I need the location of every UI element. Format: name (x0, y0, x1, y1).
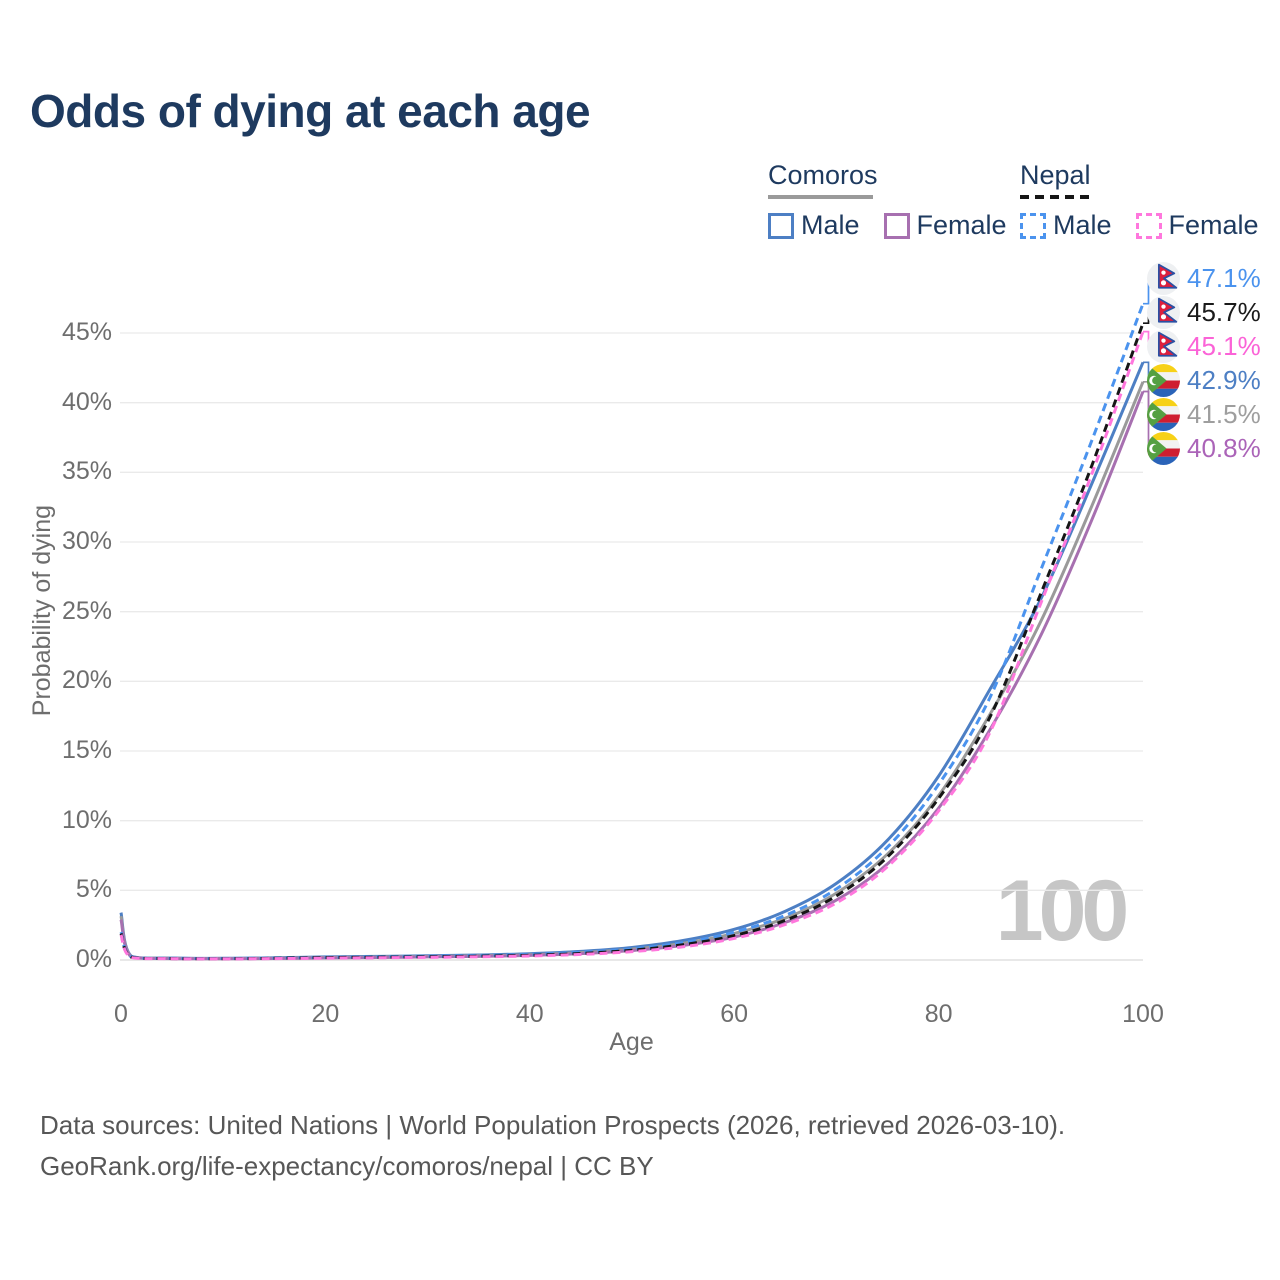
legend-label-nepal-female: Female (1168, 210, 1259, 240)
end-label-comoros-total[interactable]: 41.5% (1147, 397, 1261, 431)
comoros-male-swatch (768, 212, 794, 239)
legend-group-nepal: Nepal Male Female (1020, 160, 1259, 241)
end-label-value: 41.5% (1187, 398, 1261, 429)
comoros-flag-icon (1147, 363, 1180, 397)
nepal-female-swatch (1135, 212, 1162, 239)
x-tick-label-100: 100 (1122, 1000, 1164, 1028)
nepal-male-swatch (1020, 212, 1046, 239)
legend-item-nepal-female[interactable]: Female (1135, 210, 1259, 241)
y-tick-label-25: 25% (61, 596, 112, 625)
comoros-female-swatch (883, 212, 910, 239)
legend-country-comoros: Comoros (768, 160, 878, 190)
series-line-comoros-male[interactable] (119, 361, 1145, 960)
page-title: Odds of dying at each age (30, 85, 591, 137)
end-label-value: 47.1% (1187, 262, 1261, 293)
footer: Data sources: United Nations | World Pop… (40, 1105, 1065, 1187)
plot-area[interactable] (0, 250, 1280, 1040)
footer-data-sources: Data sources: United Nations | World Pop… (40, 1110, 1066, 1140)
x-tick-label-60: 60 (720, 1000, 749, 1028)
nepal-flag-icon (1147, 295, 1180, 329)
nepal-flag-icon (1147, 261, 1180, 295)
legend-label-comoros-male: Male (801, 210, 860, 240)
legend-country-nepal: Nepal (1020, 160, 1091, 190)
x-tick-label-40: 40 (515, 1000, 544, 1028)
y-tick-label-10: 10% (61, 805, 112, 834)
footer-attribution: GeoRank.org/life-expectancy/comoros/nepa… (40, 1151, 654, 1181)
x-tick-label-20: 20 (311, 1000, 340, 1028)
end-label-value: 45.1% (1187, 330, 1261, 361)
y-tick-label-5: 5% (75, 875, 112, 904)
comoros-flag-icon (1147, 431, 1180, 465)
x-tick-label-80: 80 (924, 1000, 953, 1028)
y-tick-label-15: 15% (61, 736, 112, 764)
legend-label-nepal-male: Male (1053, 210, 1112, 240)
legend-item-comoros-female[interactable]: Female (883, 210, 1007, 241)
end-label-comoros-male[interactable]: 42.9% (1147, 363, 1261, 397)
end-label-comoros-female[interactable]: 40.8% (1147, 431, 1261, 465)
age-watermark: 100 (995, 863, 1130, 959)
end-label-value: 45.7% (1187, 296, 1261, 327)
series-line-nepal-female[interactable] (119, 331, 1145, 961)
nepal-flag-icon (1147, 329, 1180, 363)
end-label-value: 42.9% (1187, 364, 1261, 395)
legend-item-comoros-male[interactable]: Male (768, 210, 860, 241)
end-label-value: 40.8% (1187, 432, 1261, 463)
y-tick-label-40: 40% (61, 387, 112, 416)
end-label-nepal-female[interactable]: 45.1% (1147, 329, 1261, 363)
y-tick-label-30: 30% (61, 527, 112, 555)
end-label-nepal-male[interactable]: 47.1% (1147, 261, 1261, 295)
y-tick-label-20: 20% (61, 666, 112, 695)
nepal-linestyle-swatch (1020, 195, 1090, 199)
x-axis-title: Age (609, 1028, 654, 1056)
y-tick-label-0: 0% (75, 945, 112, 973)
series-line-comoros-female[interactable] (119, 390, 1145, 961)
comoros-linestyle-swatch (768, 195, 873, 199)
legend-group-comoros: Comoros Male Female (768, 160, 1007, 241)
comoros-flag-icon (1147, 397, 1180, 431)
legend-item-nepal-male[interactable]: Male (1020, 210, 1112, 241)
series-line-comoros-total[interactable] (119, 381, 1145, 961)
x-tick-label-0: 0 (114, 1000, 128, 1028)
y-tick-label-35: 35% (61, 457, 112, 486)
series-line-nepal-male[interactable] (119, 303, 1145, 961)
end-label-nepal-total[interactable]: 45.7% (1147, 295, 1261, 329)
legend-label-comoros-female: Female (916, 210, 1007, 240)
y-tick-label-45: 45% (61, 318, 112, 346)
series-line-nepal-total[interactable] (119, 322, 1145, 961)
